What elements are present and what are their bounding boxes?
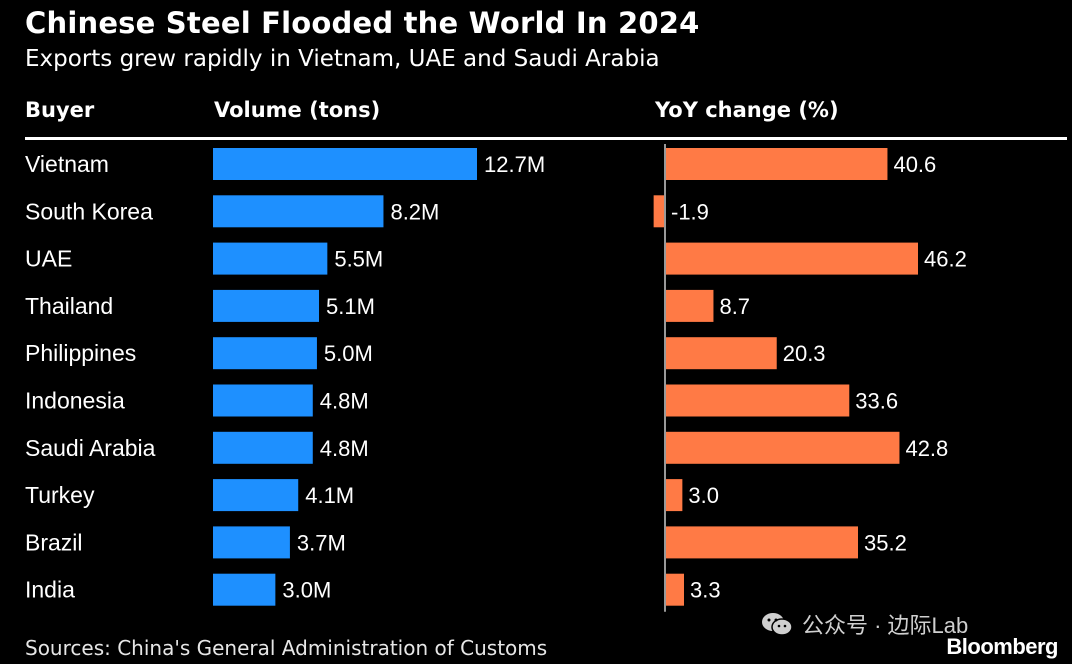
- yoy-bar: [666, 384, 850, 417]
- category-label: Brazil: [25, 529, 83, 555]
- watermark-text: 公众号 · 边际Lab: [802, 613, 969, 638]
- yoy-bar: [666, 148, 888, 180]
- yoy-bar: [666, 431, 900, 464]
- volume-value-label: 4.8M: [320, 436, 369, 461]
- yoy-bar: [666, 242, 918, 275]
- volume-value-label: 4.1M: [305, 483, 354, 508]
- yoy-value-label: 42.8: [905, 436, 948, 461]
- volume-value-label: 3.0M: [282, 578, 331, 603]
- yoy-value-label: -1.9: [671, 199, 709, 224]
- volume-bar: [213, 195, 384, 228]
- yoy-bar: [666, 479, 683, 512]
- yoy-bar: [653, 195, 664, 228]
- volume-value-label: 5.0M: [324, 341, 373, 366]
- yoy-bar: [666, 526, 858, 559]
- volume-bar: [213, 384, 313, 417]
- yoy-value-label: 35.2: [864, 530, 907, 555]
- category-label: Indonesia: [25, 388, 125, 414]
- volume-bar: [213, 431, 313, 464]
- volume-bar: [213, 242, 328, 275]
- yoy-bar: [666, 289, 714, 322]
- category-label: India: [25, 577, 75, 603]
- yoy-value-label: 8.7: [719, 294, 750, 319]
- volume-value-label: 5.5M: [334, 247, 383, 272]
- volume-bar: [213, 526, 290, 559]
- source-note: Sources: China's General Administration …: [25, 636, 548, 660]
- chart-title: Chinese Steel Flooded the World In 2024: [25, 6, 700, 40]
- volume-bar: [213, 573, 276, 606]
- watermark: 公众号 · 边际Lab: [760, 608, 968, 640]
- yoy-value-label: 20.3: [783, 341, 826, 366]
- yoy-bar: [666, 337, 777, 370]
- category-label: UAE: [25, 246, 72, 272]
- category-label: Philippines: [25, 340, 136, 366]
- volume-value-label: 3.7M: [297, 530, 346, 555]
- yoy-value-label: 3.3: [690, 578, 721, 603]
- volume-value-label: 12.7M: [484, 152, 545, 177]
- volume-bar: [213, 337, 317, 370]
- yoy-bar: [666, 573, 684, 606]
- volume-bar: [213, 148, 477, 180]
- category-label: Turkey: [25, 482, 95, 508]
- volume-bar: [213, 289, 320, 322]
- yoy-value-label: 40.6: [893, 152, 936, 177]
- brand-logo: Bloomberg: [946, 634, 1058, 659]
- chart-subtitle: Exports grew rapidly in Vietnam, UAE and…: [25, 46, 660, 72]
- column-header-buyer: Buyer: [25, 98, 95, 122]
- category-label: Thailand: [25, 293, 113, 319]
- volume-bar: [213, 479, 299, 512]
- column-header-volume: Volume (tons): [214, 98, 381, 122]
- category-label: Saudi Arabia: [25, 435, 156, 461]
- volume-value-label: 5.1M: [326, 294, 375, 319]
- wechat-icon: [762, 613, 793, 636]
- yoy-value-label: 3.0: [688, 483, 719, 508]
- yoy-value-label: 33.6: [855, 389, 898, 414]
- yoy-value-label: 46.2: [924, 247, 967, 272]
- column-header-yoy: YoY change (%): [655, 98, 839, 122]
- category-label: Vietnam: [25, 151, 109, 177]
- volume-value-label: 8.2M: [390, 199, 439, 224]
- volume-value-label: 4.8M: [320, 389, 369, 414]
- category-label: South Korea: [25, 198, 153, 224]
- header-rule: [25, 137, 1067, 140]
